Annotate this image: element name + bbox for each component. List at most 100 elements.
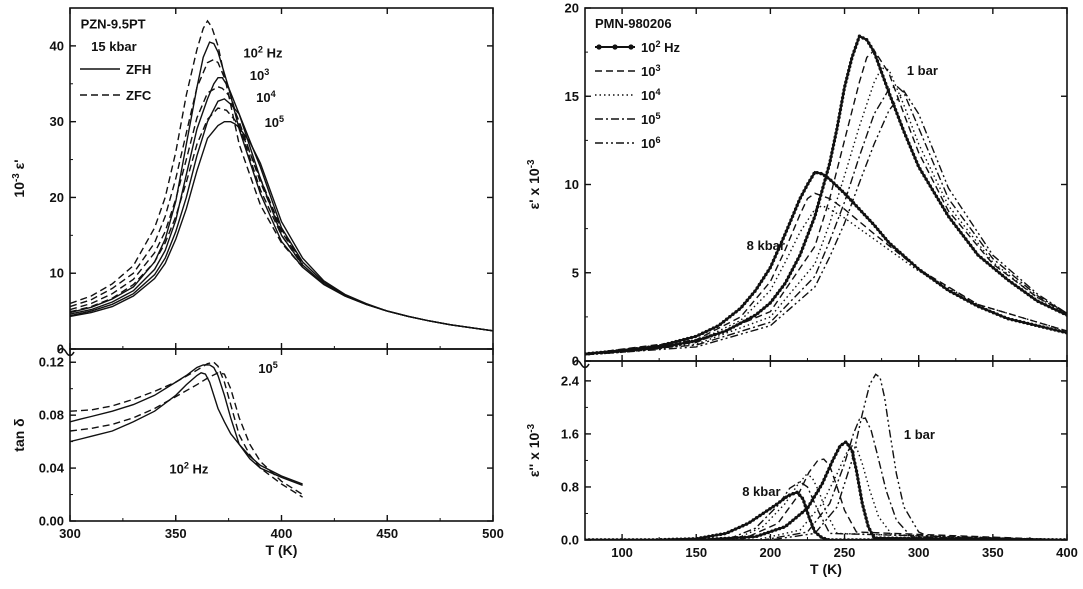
data-point xyxy=(982,258,986,262)
data-point xyxy=(806,182,810,186)
data-point xyxy=(762,276,766,280)
data-point xyxy=(905,137,909,142)
data-point xyxy=(924,177,928,181)
data-point xyxy=(857,34,862,38)
data-point xyxy=(750,292,755,296)
series-line-3 xyxy=(585,49,1067,355)
data-point xyxy=(815,170,819,175)
data-point xyxy=(1003,276,1008,280)
data-point xyxy=(920,170,924,175)
data-point xyxy=(744,522,749,526)
data-point xyxy=(733,527,738,531)
data-point xyxy=(756,311,760,315)
y-axis-title: ε' x 10-3 xyxy=(526,159,543,209)
data-point xyxy=(784,495,788,499)
data-point xyxy=(768,507,772,511)
data-point xyxy=(898,536,903,540)
data-point xyxy=(1002,315,1007,319)
data-point xyxy=(770,262,774,266)
data-point xyxy=(862,212,867,217)
data-point xyxy=(718,322,723,326)
y-axis-title: 10-3 ε' xyxy=(11,159,28,197)
legend-label: ZFH xyxy=(126,62,151,77)
data-point xyxy=(882,78,886,82)
data-point xyxy=(854,538,859,540)
y-tick-label: 10 xyxy=(565,177,579,192)
data-point xyxy=(930,187,934,192)
data-point xyxy=(864,516,868,520)
data-point xyxy=(914,536,919,540)
data-point xyxy=(979,255,983,260)
data-point xyxy=(761,511,766,515)
data-point xyxy=(1045,326,1049,330)
data-point xyxy=(831,147,835,151)
x-tick-label: 350 xyxy=(982,545,1004,560)
data-point xyxy=(768,301,772,305)
data-point xyxy=(862,508,866,513)
data-point xyxy=(797,199,801,204)
data-point xyxy=(789,218,793,222)
data-point xyxy=(777,526,782,531)
data-point xyxy=(773,255,777,259)
data-point xyxy=(861,36,865,40)
data-point xyxy=(720,330,725,334)
data-point xyxy=(994,268,999,273)
data-point xyxy=(883,81,888,86)
series-markers-2 xyxy=(585,440,1067,540)
legend-label: 105 xyxy=(641,111,661,127)
y-tick-label: 2.4 xyxy=(561,373,580,388)
x-axis-title: T (K) xyxy=(810,561,842,577)
data-point xyxy=(926,180,930,185)
data-point xyxy=(1020,288,1024,292)
data-point xyxy=(802,189,806,193)
data-point xyxy=(822,182,826,186)
data-point xyxy=(1061,330,1065,334)
data-point xyxy=(832,139,837,143)
annotation: 8 kbar xyxy=(742,484,780,499)
data-point xyxy=(991,311,996,315)
data-point xyxy=(817,197,822,201)
data-point xyxy=(856,38,860,42)
data-point xyxy=(731,312,735,316)
x-tick-label: 350 xyxy=(165,526,187,541)
data-point xyxy=(951,221,956,225)
data-point xyxy=(853,461,857,465)
data-point xyxy=(837,445,842,449)
data-point xyxy=(802,242,806,247)
data-point xyxy=(839,103,843,108)
data-point xyxy=(858,538,863,540)
data-point xyxy=(730,528,734,533)
data-point xyxy=(865,215,869,220)
legend-label: 106 xyxy=(641,135,661,151)
data-point xyxy=(945,287,949,292)
data-point xyxy=(847,64,852,69)
y-tick-label: 20 xyxy=(50,190,64,205)
data-point xyxy=(704,329,708,334)
data-point xyxy=(721,320,726,324)
x-tick-label: 300 xyxy=(908,545,930,560)
y-tick-label: 0.04 xyxy=(39,461,65,476)
data-point xyxy=(779,240,784,244)
series-line-4 xyxy=(70,372,303,496)
data-point xyxy=(737,525,741,530)
data-point xyxy=(770,298,775,302)
data-point xyxy=(889,96,893,101)
data-point xyxy=(751,535,755,539)
data-point xyxy=(871,534,876,539)
data-point xyxy=(890,536,895,540)
annotation: 104 xyxy=(256,89,276,105)
data-point xyxy=(1041,325,1045,329)
data-point xyxy=(844,80,848,84)
data-point xyxy=(701,336,706,340)
data-point xyxy=(814,491,819,496)
data-point xyxy=(882,536,887,540)
data-point xyxy=(834,131,838,135)
data-point xyxy=(894,536,899,540)
data-point xyxy=(816,201,821,205)
data-point xyxy=(800,192,804,197)
data-point xyxy=(824,474,828,478)
y-tick-label: 0.8 xyxy=(561,479,579,494)
data-point xyxy=(904,134,908,138)
plot-frame xyxy=(69,348,494,522)
data-point xyxy=(1064,331,1067,335)
